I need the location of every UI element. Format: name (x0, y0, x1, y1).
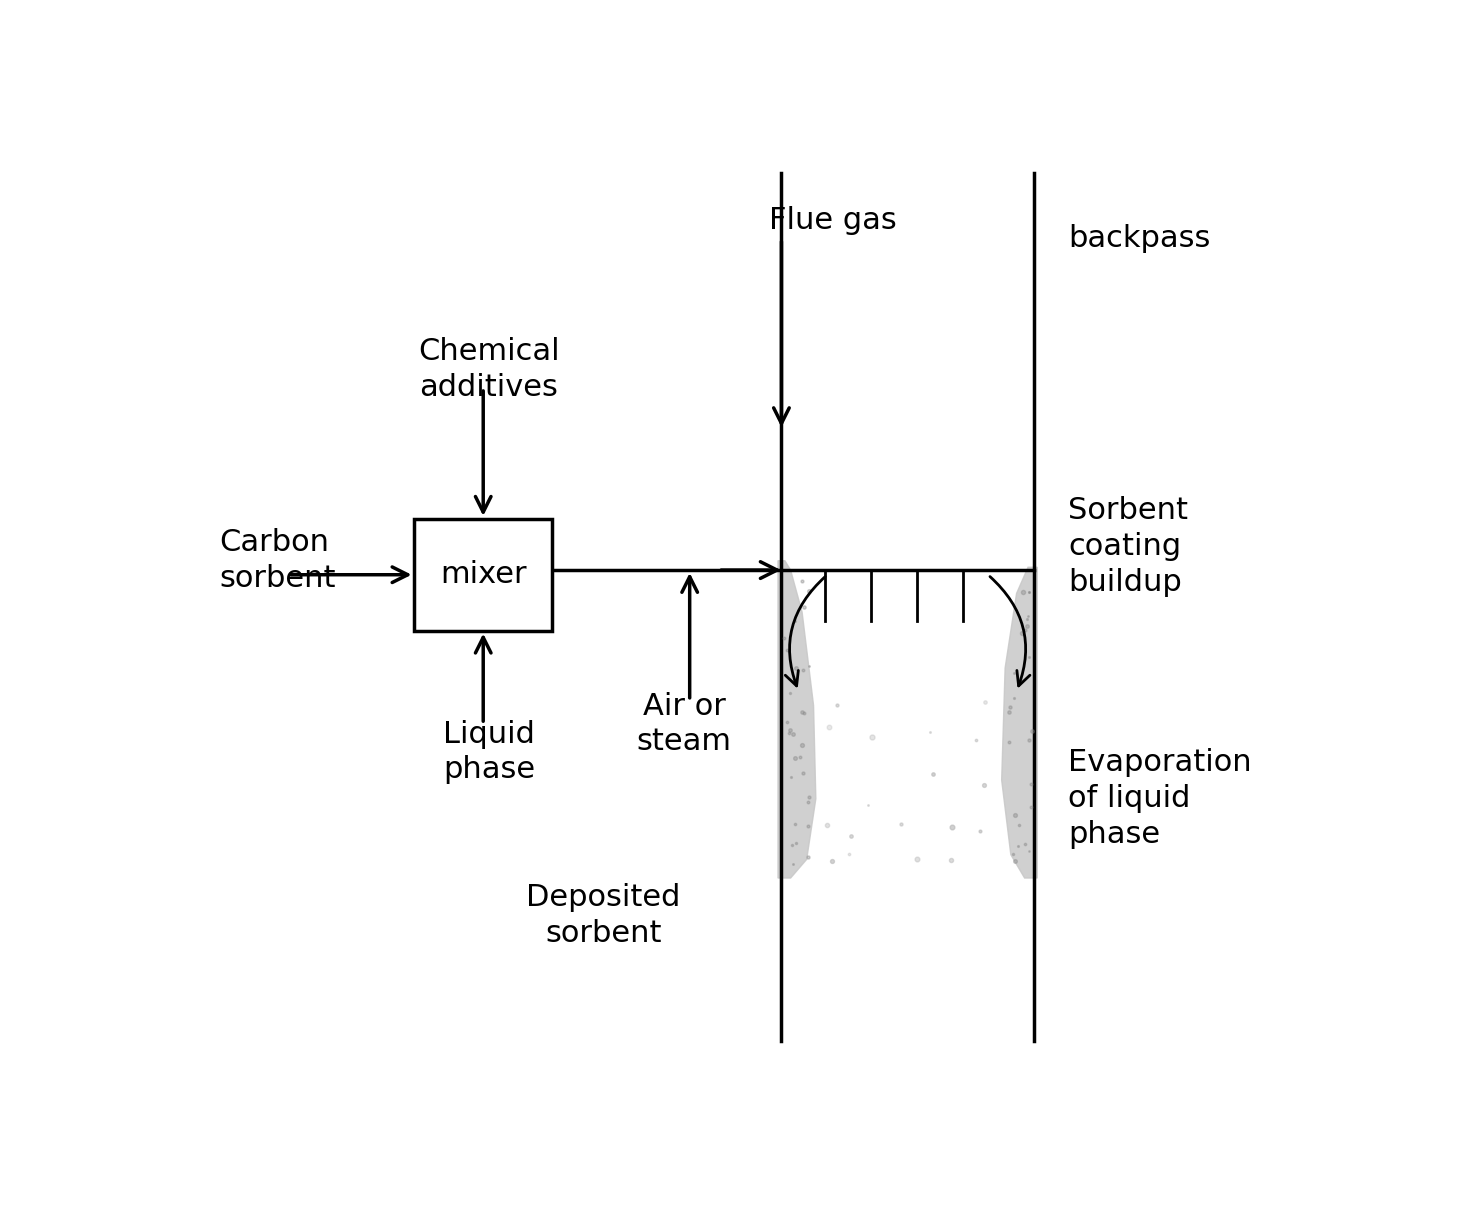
Polygon shape (1002, 567, 1037, 877)
Text: Deposited
sorbent: Deposited sorbent (527, 882, 681, 948)
Polygon shape (778, 561, 815, 877)
Text: Air or
steam: Air or steam (636, 692, 731, 756)
Bar (414, 519, 552, 630)
Text: mixer: mixer (440, 560, 527, 589)
Text: Chemical
additives: Chemical additives (419, 337, 559, 402)
Text: Liquid
phase: Liquid phase (443, 720, 534, 784)
Text: Flue gas: Flue gas (770, 206, 897, 235)
Text: backpass: backpass (1069, 224, 1211, 253)
Text: Sorbent
coating
buildup: Sorbent coating buildup (1069, 497, 1188, 598)
Text: Evaporation
of liquid
phase: Evaporation of liquid phase (1069, 748, 1252, 850)
Text: Carbon
sorbent: Carbon sorbent (219, 528, 336, 593)
